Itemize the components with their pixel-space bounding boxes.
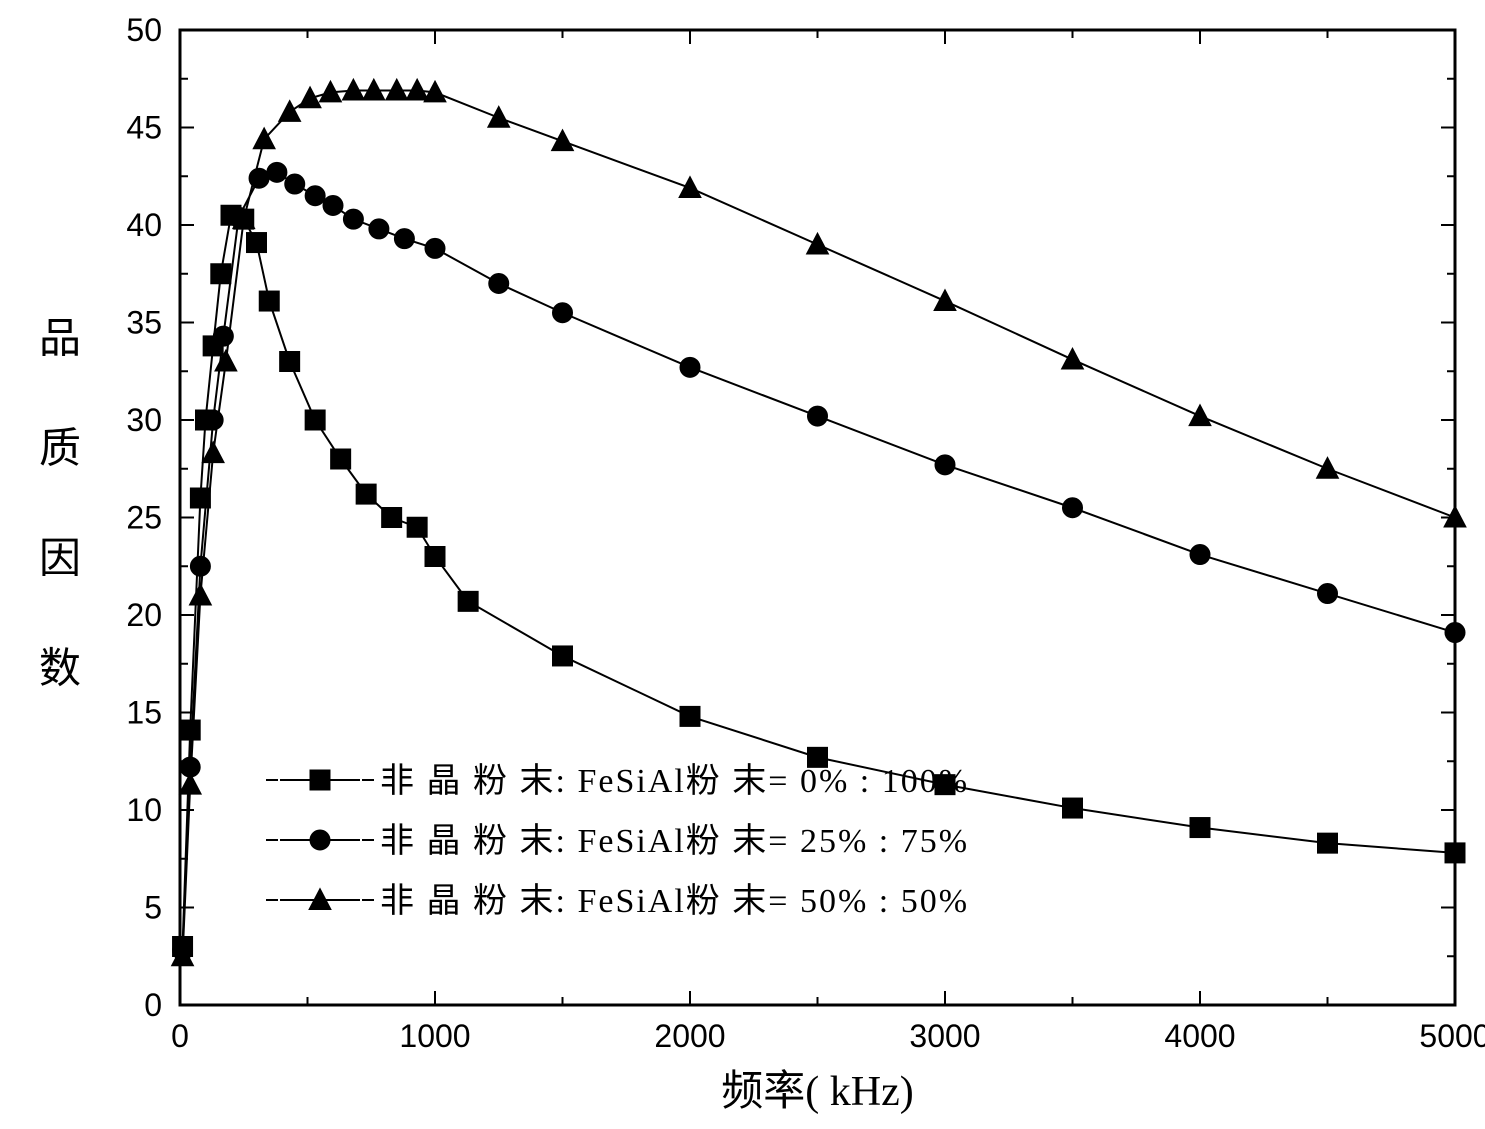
square-marker-icon [356, 484, 376, 504]
x-tick-label: 2000 [654, 1018, 725, 1054]
circle-marker-icon [310, 830, 330, 850]
square-marker-icon [1445, 843, 1465, 863]
square-marker-icon [211, 264, 231, 284]
y-axis-title-char: 品 [39, 317, 81, 363]
circle-marker-icon [1445, 623, 1465, 643]
circle-marker-icon [369, 219, 389, 239]
square-marker-icon [331, 449, 351, 469]
square-marker-icon [407, 517, 427, 537]
circle-marker-icon [1063, 498, 1083, 518]
circle-marker-icon [553, 303, 573, 323]
y-axis-title-char: 质 [39, 427, 81, 473]
square-marker-icon [425, 547, 445, 567]
x-tick-label: 1000 [399, 1018, 470, 1054]
square-marker-icon [180, 720, 200, 740]
circle-marker-icon [1190, 545, 1210, 565]
circle-marker-icon [323, 196, 343, 216]
circle-marker-icon [305, 186, 325, 206]
square-marker-icon [310, 770, 330, 790]
circle-marker-icon [808, 406, 828, 426]
square-marker-icon [680, 706, 700, 726]
square-marker-icon [247, 233, 267, 253]
square-marker-icon [382, 508, 402, 528]
legend-label: 非 晶 粉 末: FeSiAl粉 末= 50% : 50% [380, 882, 969, 920]
y-axis-title-char: 因 [39, 537, 81, 583]
circle-marker-icon [489, 274, 509, 294]
legend-label: 非 晶 粉 末: FeSiAl粉 末= 0% : 100% [380, 762, 969, 800]
circle-marker-icon [935, 455, 955, 475]
legend-label: 非 晶 粉 末: FeSiAl粉 末= 25% : 75% [380, 822, 969, 860]
square-marker-icon [305, 410, 325, 430]
y-tick-label: 5 [144, 890, 162, 926]
y-tick-label: 30 [126, 402, 162, 438]
y-tick-label: 35 [126, 305, 162, 341]
circle-marker-icon [285, 174, 305, 194]
square-marker-icon [259, 291, 279, 311]
square-marker-icon [553, 646, 573, 666]
x-tick-label: 4000 [1164, 1018, 1235, 1054]
square-marker-icon [458, 591, 478, 611]
circle-marker-icon [394, 229, 414, 249]
y-tick-label: 10 [126, 792, 162, 828]
circle-marker-icon [267, 162, 287, 182]
square-marker-icon [1318, 833, 1338, 853]
circle-marker-icon [190, 556, 210, 576]
x-axis-title: 频率( kHz) [721, 1068, 913, 1115]
y-tick-label: 50 [126, 12, 162, 48]
chart-container: { "chart": { "type": "line", "width": 14… [0, 0, 1485, 1129]
circle-marker-icon [343, 209, 363, 229]
circle-marker-icon [1318, 584, 1338, 604]
y-tick-label: 40 [126, 207, 162, 243]
y-tick-label: 25 [126, 500, 162, 536]
circle-marker-icon [203, 410, 223, 430]
square-marker-icon [1190, 818, 1210, 838]
x-tick-label: 3000 [909, 1018, 980, 1054]
x-tick-label: 5000 [1419, 1018, 1485, 1054]
y-axis-title-char: 数 [39, 647, 81, 693]
y-tick-label: 0 [144, 987, 162, 1023]
q-factor-chart: 0 1000 2000 3000 4000 5000 0 5 10 15 20 25 30 35 40 45 5… [0, 0, 1485, 1129]
y-tick-label: 20 [126, 597, 162, 633]
y-tick-label: 15 [126, 695, 162, 731]
circle-marker-icon [680, 357, 700, 377]
x-tick-label: 0 [171, 1018, 189, 1054]
circle-marker-icon [425, 238, 445, 258]
square-marker-icon [280, 352, 300, 372]
square-marker-icon [1063, 798, 1083, 818]
y-tick-label: 45 [126, 110, 162, 146]
